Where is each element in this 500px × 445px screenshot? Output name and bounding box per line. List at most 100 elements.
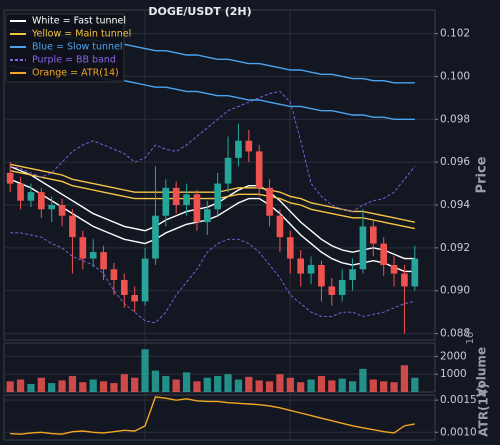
candle-body (27, 192, 35, 201)
plot-area: 0.088 0.090 0.092 0.094 0.096 0.098 0.100 0.102… (4, 28, 477, 438)
candle-body (307, 265, 315, 274)
volume-bar (99, 381, 108, 392)
candle-body (245, 140, 253, 152)
volume-bar (37, 377, 45, 392)
legend-label: Purple = BB band (32, 55, 116, 66)
volume-bar (182, 372, 191, 392)
offset-label: 10⁰ (465, 328, 476, 345)
candle-body (235, 140, 242, 158)
volume-bar (16, 379, 25, 392)
band-upper (9, 165, 415, 260)
y-tick-label: 0.094 (440, 199, 470, 211)
volume-bar (131, 377, 139, 392)
candle-body (214, 183, 222, 210)
band-lower (10, 170, 415, 230)
volume-bar (120, 374, 128, 392)
candle-body (380, 243, 388, 265)
volume-bar (151, 370, 160, 392)
volume-bar (110, 383, 118, 392)
candle-body (110, 269, 118, 280)
candle-body (131, 295, 139, 302)
y-tick-label: 0.090 (440, 285, 470, 297)
volume-bar (58, 380, 66, 392)
candle-body (120, 280, 128, 295)
chart-title: DOGE/USDT (2H) (148, 5, 251, 18)
legend-box (5, 13, 125, 83)
candle-body (152, 215, 159, 259)
volume-bar (224, 374, 232, 392)
y-axis-label: Price (475, 156, 490, 193)
candle-body (203, 209, 211, 223)
volume-bar (317, 375, 326, 392)
volume-bar (89, 379, 97, 392)
candle-body (48, 205, 56, 210)
volume-bar (79, 382, 87, 392)
legend: White = Fast tunnel Yellow = Main tunnel B… (5, 13, 131, 83)
candle-body (286, 237, 294, 259)
volume-bar (390, 382, 398, 392)
y-tick-label: 0.100 (440, 70, 470, 82)
volume-bar (193, 381, 201, 392)
volume-bar (307, 379, 315, 392)
legend-label: Orange = ATR(14) (32, 68, 119, 79)
volume-bar (380, 381, 388, 392)
candle-body (349, 269, 356, 280)
volume-bar (359, 368, 367, 392)
volume-bar (214, 375, 222, 392)
volume-bar (203, 377, 211, 392)
candle-body (162, 187, 170, 216)
y-tick-label: 0.102 (440, 28, 470, 40)
volume-bar (141, 349, 149, 392)
volume-bar (286, 377, 294, 392)
volume-bar (27, 383, 35, 392)
candle-body (318, 265, 325, 287)
y-tick-label: 0.092 (440, 242, 470, 254)
candle-body (79, 237, 87, 259)
legend-label: White = Fast tunnel (32, 16, 126, 27)
candle-body (141, 258, 149, 302)
candle-body (359, 226, 367, 270)
candle-body (276, 215, 284, 238)
candle-body (37, 192, 45, 210)
y-tick-label: 1000 (440, 368, 467, 380)
band-lower (9, 178, 415, 273)
candle-body (297, 258, 305, 274)
y-axis-label: Volume (475, 347, 489, 397)
candle-body (338, 280, 346, 295)
candle-body (390, 265, 398, 274)
volume-bar (172, 379, 180, 392)
y-tick-label: 2000 (440, 350, 467, 362)
y-tick-label: 0.088 (440, 328, 470, 340)
volume-bar (245, 376, 253, 392)
band-upper (10, 90, 416, 212)
volume-bar (348, 381, 357, 392)
candle-body (69, 215, 76, 238)
candle-body (100, 252, 107, 270)
candle-body (183, 194, 190, 205)
volume-bar (297, 382, 305, 392)
candle-body (193, 194, 201, 223)
candle-body (58, 205, 66, 216)
legend-label: Yellow = Main tunnel (31, 29, 131, 40)
volume-bar (400, 365, 409, 392)
candle-body (17, 183, 24, 201)
candle-body (328, 286, 336, 295)
atr-line (10, 396, 415, 435)
candle-body (6, 172, 14, 184)
volume-bar (162, 375, 170, 392)
candle-body (172, 187, 180, 205)
candle-body (224, 157, 232, 184)
candle-body (266, 187, 273, 216)
volume-bar (6, 381, 14, 392)
candle-body (89, 252, 97, 259)
volume-bar (276, 374, 284, 392)
y-axis-label: ATR(14) (477, 383, 491, 436)
y-tick-label: 0.0015 (440, 394, 477, 406)
y-tick-label: 0.098 (440, 113, 470, 125)
volume-bar (48, 383, 56, 392)
volume-bar (265, 381, 274, 392)
y-tick-label: 0.0010 (440, 426, 477, 438)
volume-bar (338, 378, 346, 392)
candle-body (255, 151, 263, 188)
volume-bar (234, 379, 243, 392)
